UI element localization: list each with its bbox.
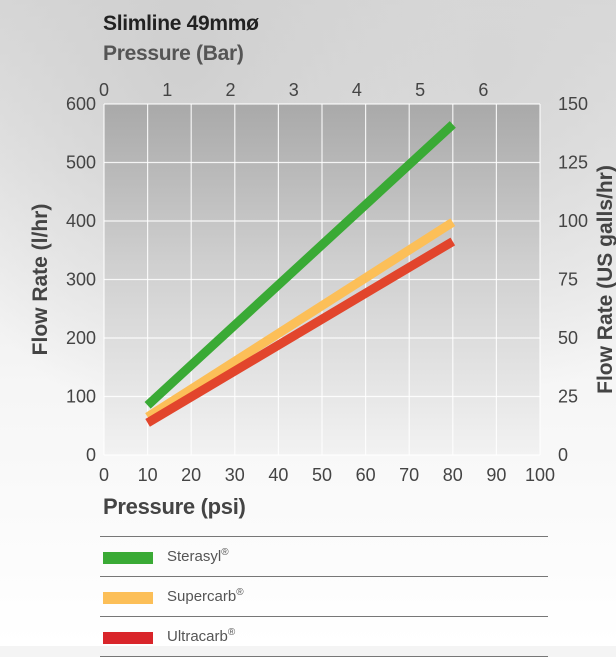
x-tick-label: 80 bbox=[443, 465, 463, 485]
y2-tick-label: 125 bbox=[558, 153, 588, 173]
y-tick-label: 0 bbox=[86, 445, 96, 465]
legend-item-supercarb: Supercarb® bbox=[100, 576, 548, 616]
x-tick-label: 10 bbox=[138, 465, 158, 485]
y2-tick-label: 0 bbox=[558, 445, 568, 465]
y2-tick-label: 25 bbox=[558, 387, 578, 407]
bottom-x-axis-title: Pressure (psi) bbox=[103, 494, 246, 519]
y2-tick-label: 50 bbox=[558, 328, 578, 348]
series-line-ultracarb bbox=[145, 237, 456, 427]
registered-mark: ® bbox=[221, 547, 229, 558]
y-tick-label: 400 bbox=[66, 211, 96, 231]
y2-tick-label: 100 bbox=[558, 211, 588, 231]
x2-tick-label: 3 bbox=[289, 80, 299, 100]
legend: Sterasyl® Supercarb® Ultracarb® bbox=[100, 536, 548, 657]
x2-tick-label: 2 bbox=[225, 80, 235, 100]
legend-label-supercarb: Supercarb bbox=[167, 588, 237, 605]
legend-swatch-supercarb bbox=[103, 592, 153, 604]
legend-label-sterasyl: Sterasyl bbox=[167, 548, 222, 565]
x2-tick-label: 0 bbox=[99, 80, 109, 100]
y-tick-label: 100 bbox=[66, 387, 96, 407]
y2-tick-label: 150 bbox=[558, 94, 588, 114]
x2-tick-label: 4 bbox=[352, 80, 362, 100]
legend-item-ultracarb: Ultracarb® bbox=[100, 616, 548, 657]
x2-tick-label: 5 bbox=[415, 80, 425, 100]
x-tick-label: 100 bbox=[525, 465, 555, 485]
x-tick-label: 40 bbox=[268, 465, 288, 485]
registered-mark: ® bbox=[236, 587, 244, 598]
x2-tick-label: 1 bbox=[162, 80, 172, 100]
y-tick-label: 300 bbox=[66, 270, 96, 290]
legend-swatch-sterasyl bbox=[103, 552, 153, 564]
y-tick-label: 200 bbox=[66, 328, 96, 348]
x-tick-label: 30 bbox=[225, 465, 245, 485]
y-tick-label: 500 bbox=[66, 153, 96, 173]
registered-mark: ® bbox=[227, 627, 236, 638]
y-tick-label: 600 bbox=[66, 94, 96, 114]
legend-item-sterasyl: Sterasyl® bbox=[100, 536, 548, 576]
legend-label-ultracarb: Ultracarb bbox=[167, 628, 228, 645]
x-tick-label: 50 bbox=[312, 465, 332, 485]
y-axis-title: Flow Rate (l/hr) bbox=[29, 204, 52, 356]
chart-title: Slimline 49mmø bbox=[103, 12, 259, 35]
x-tick-label: 90 bbox=[486, 465, 506, 485]
x2-tick-label: 6 bbox=[478, 80, 488, 100]
series-line-supercarb bbox=[145, 218, 456, 421]
legend-swatch-ultracarb bbox=[103, 632, 153, 644]
x-tick-label: 60 bbox=[356, 465, 376, 485]
top-x-axis-title: Pressure (Bar) bbox=[103, 42, 244, 65]
y2-axis-title: Flow Rate (US galls/hr) bbox=[594, 165, 616, 394]
y2-tick-label: 75 bbox=[558, 270, 578, 290]
x-tick-label: 0 bbox=[99, 465, 109, 485]
series-line-sterasyl bbox=[144, 121, 456, 409]
x-tick-label: 20 bbox=[181, 465, 201, 485]
x-tick-label: 70 bbox=[399, 465, 419, 485]
